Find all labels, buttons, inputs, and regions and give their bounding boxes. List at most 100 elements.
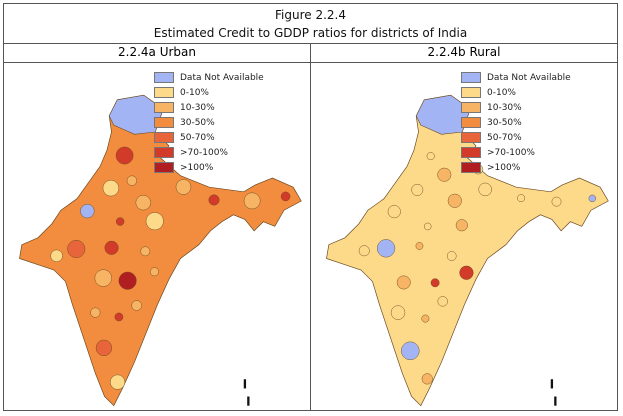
district-patch — [447, 193, 462, 208]
legend-label: 0-10% — [487, 87, 516, 98]
legend-swatch — [154, 87, 174, 98]
district-patch — [90, 307, 101, 318]
district-patch — [102, 179, 120, 197]
region-data-not-available — [415, 94, 471, 135]
legend-item: >100% — [461, 160, 571, 175]
district-patch — [423, 222, 432, 231]
district-patch — [118, 271, 137, 290]
legend-swatch — [461, 132, 481, 143]
district-patch — [94, 269, 112, 287]
india-outline — [19, 94, 302, 407]
legend-item: 30-50% — [461, 115, 571, 130]
panel-title: 2.2.4a Urban — [4, 44, 310, 63]
legend-label: 30-50% — [487, 117, 522, 128]
district-patch — [401, 341, 420, 361]
legend-item: 50-70% — [461, 130, 571, 145]
legend-swatch — [461, 117, 481, 128]
legend-item: >100% — [154, 160, 264, 175]
legend-item: >70-100% — [154, 145, 264, 160]
district-patch — [396, 275, 411, 290]
legend-label: 0-10% — [180, 87, 209, 98]
panel-rural: 2.2.4b Rural Data Not Available 0-10% 10-3… — [310, 44, 617, 410]
legend-swatch — [154, 117, 174, 128]
district-patch — [387, 205, 401, 219]
panel-title: 2.2.4b Rural — [311, 44, 617, 63]
panel-urban: 2.2.4a Urban Data Not Available 0-10% 10-3… — [4, 44, 310, 410]
legend-item: Data Not Available — [461, 70, 571, 85]
legend-label: 50-70% — [180, 132, 215, 143]
district-patch — [145, 212, 164, 231]
legend-label: >100% — [487, 162, 521, 173]
district-patch — [421, 373, 433, 385]
district-patch — [67, 239, 86, 258]
legend-item: 50-70% — [154, 130, 264, 145]
legend-label: 10-30% — [180, 102, 215, 113]
legend-item: Data Not Available — [154, 70, 264, 85]
district-patch — [131, 300, 142, 311]
legend-item: 10-30% — [461, 100, 571, 115]
district-patch — [280, 191, 291, 202]
district-patch — [455, 219, 468, 232]
andaman-islands — [554, 396, 557, 406]
legend-label: Data Not Available — [487, 72, 571, 83]
district-patch — [390, 305, 406, 320]
district-patch — [150, 267, 159, 277]
legend-swatch — [461, 162, 481, 173]
andaman-islands — [550, 379, 554, 389]
district-patch — [126, 175, 138, 186]
legend-swatch — [154, 147, 174, 158]
district-patch — [426, 152, 435, 161]
india-district-map — [19, 94, 302, 407]
district-patch — [415, 242, 424, 250]
andaman-islands — [243, 379, 247, 389]
legend-swatch — [154, 72, 174, 83]
legend: Data Not Available 0-10% 10-30% 30-50% 50-70… — [154, 70, 264, 175]
district-patch — [358, 245, 370, 257]
district-patch — [421, 314, 430, 323]
district-patch — [80, 203, 95, 219]
district-patch — [437, 167, 452, 182]
district-patch — [208, 194, 220, 206]
district-patch — [430, 278, 440, 288]
andaman-islands — [247, 396, 250, 406]
figure-number: Figure 2.2.4 — [275, 8, 346, 22]
district-patch — [478, 182, 492, 197]
legend-swatch — [154, 102, 174, 113]
district-patch — [50, 249, 63, 263]
legend-swatch — [461, 102, 481, 113]
legend-swatch — [461, 147, 481, 158]
district-patch — [377, 239, 396, 258]
district-patch — [243, 192, 261, 210]
figure-title: Estimated Credit to GDDP ratios for dist… — [153, 26, 468, 40]
district-patch — [115, 217, 125, 226]
district-patch — [114, 312, 124, 322]
district-patch — [551, 196, 562, 207]
legend-item: 30-50% — [154, 115, 264, 130]
legend-label: 10-30% — [487, 102, 522, 113]
district-patch — [588, 194, 597, 203]
india-district-map — [326, 94, 609, 407]
district-patch — [437, 296, 448, 307]
figure-header: Figure 2.2.4 Estimated Credit to GDDP ra… — [4, 4, 617, 44]
legend-label: >100% — [180, 162, 214, 173]
district-patch — [95, 339, 113, 357]
legend-label: Data Not Available — [180, 72, 264, 83]
legend-item: >70-100% — [461, 145, 571, 160]
legend: Data Not Available 0-10% 10-30% 30-50% 50-70… — [461, 70, 571, 175]
district-patch — [411, 183, 424, 196]
district-patch — [140, 246, 151, 257]
district-patch — [110, 374, 126, 390]
region-data-not-available — [108, 94, 164, 135]
legend-swatch — [154, 132, 174, 143]
legend-label: 50-70% — [487, 132, 522, 143]
legend-swatch — [461, 72, 481, 83]
legend-item: 0-10% — [154, 85, 264, 100]
legend-label: 30-50% — [180, 117, 215, 128]
india-outline — [326, 94, 609, 407]
district-patch — [459, 265, 474, 280]
legend-item: 10-30% — [154, 100, 264, 115]
legend-label: >70-100% — [487, 147, 535, 158]
legend-label: >70-100% — [180, 147, 228, 158]
figure: Figure 2.2.4 Estimated Credit to GDDP ra… — [3, 3, 618, 411]
legend-swatch — [461, 87, 481, 98]
